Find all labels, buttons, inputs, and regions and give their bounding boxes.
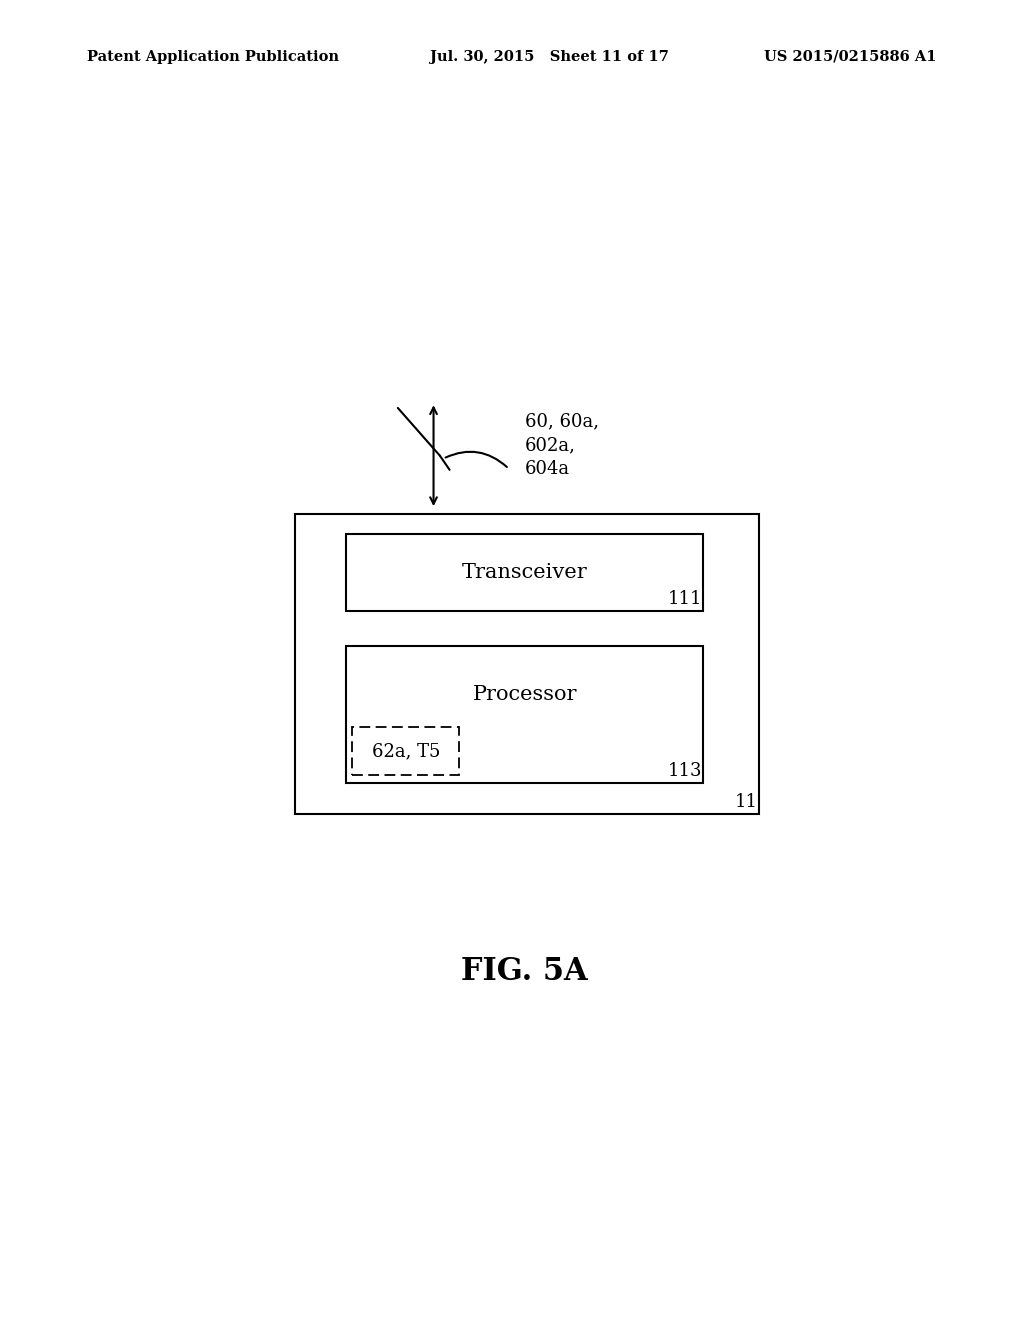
Text: 113: 113: [668, 763, 701, 780]
Bar: [346, 647, 703, 784]
Text: US 2015/0215886 A1: US 2015/0215886 A1: [765, 50, 937, 63]
Text: 11: 11: [734, 793, 758, 810]
Text: Processor: Processor: [472, 685, 578, 704]
Text: Transceiver: Transceiver: [462, 564, 588, 582]
Text: 62a, T5: 62a, T5: [372, 742, 440, 760]
Text: 60, 60a,
602a,
604a: 60, 60a, 602a, 604a: [524, 412, 599, 478]
Bar: [352, 726, 459, 775]
Text: Patent Application Publication: Patent Application Publication: [87, 50, 339, 63]
Text: FIG. 5A: FIG. 5A: [462, 956, 588, 987]
Bar: [295, 515, 759, 814]
Bar: [346, 535, 703, 611]
Text: 111: 111: [668, 590, 701, 607]
Text: Jul. 30, 2015   Sheet 11 of 17: Jul. 30, 2015 Sheet 11 of 17: [430, 50, 669, 63]
